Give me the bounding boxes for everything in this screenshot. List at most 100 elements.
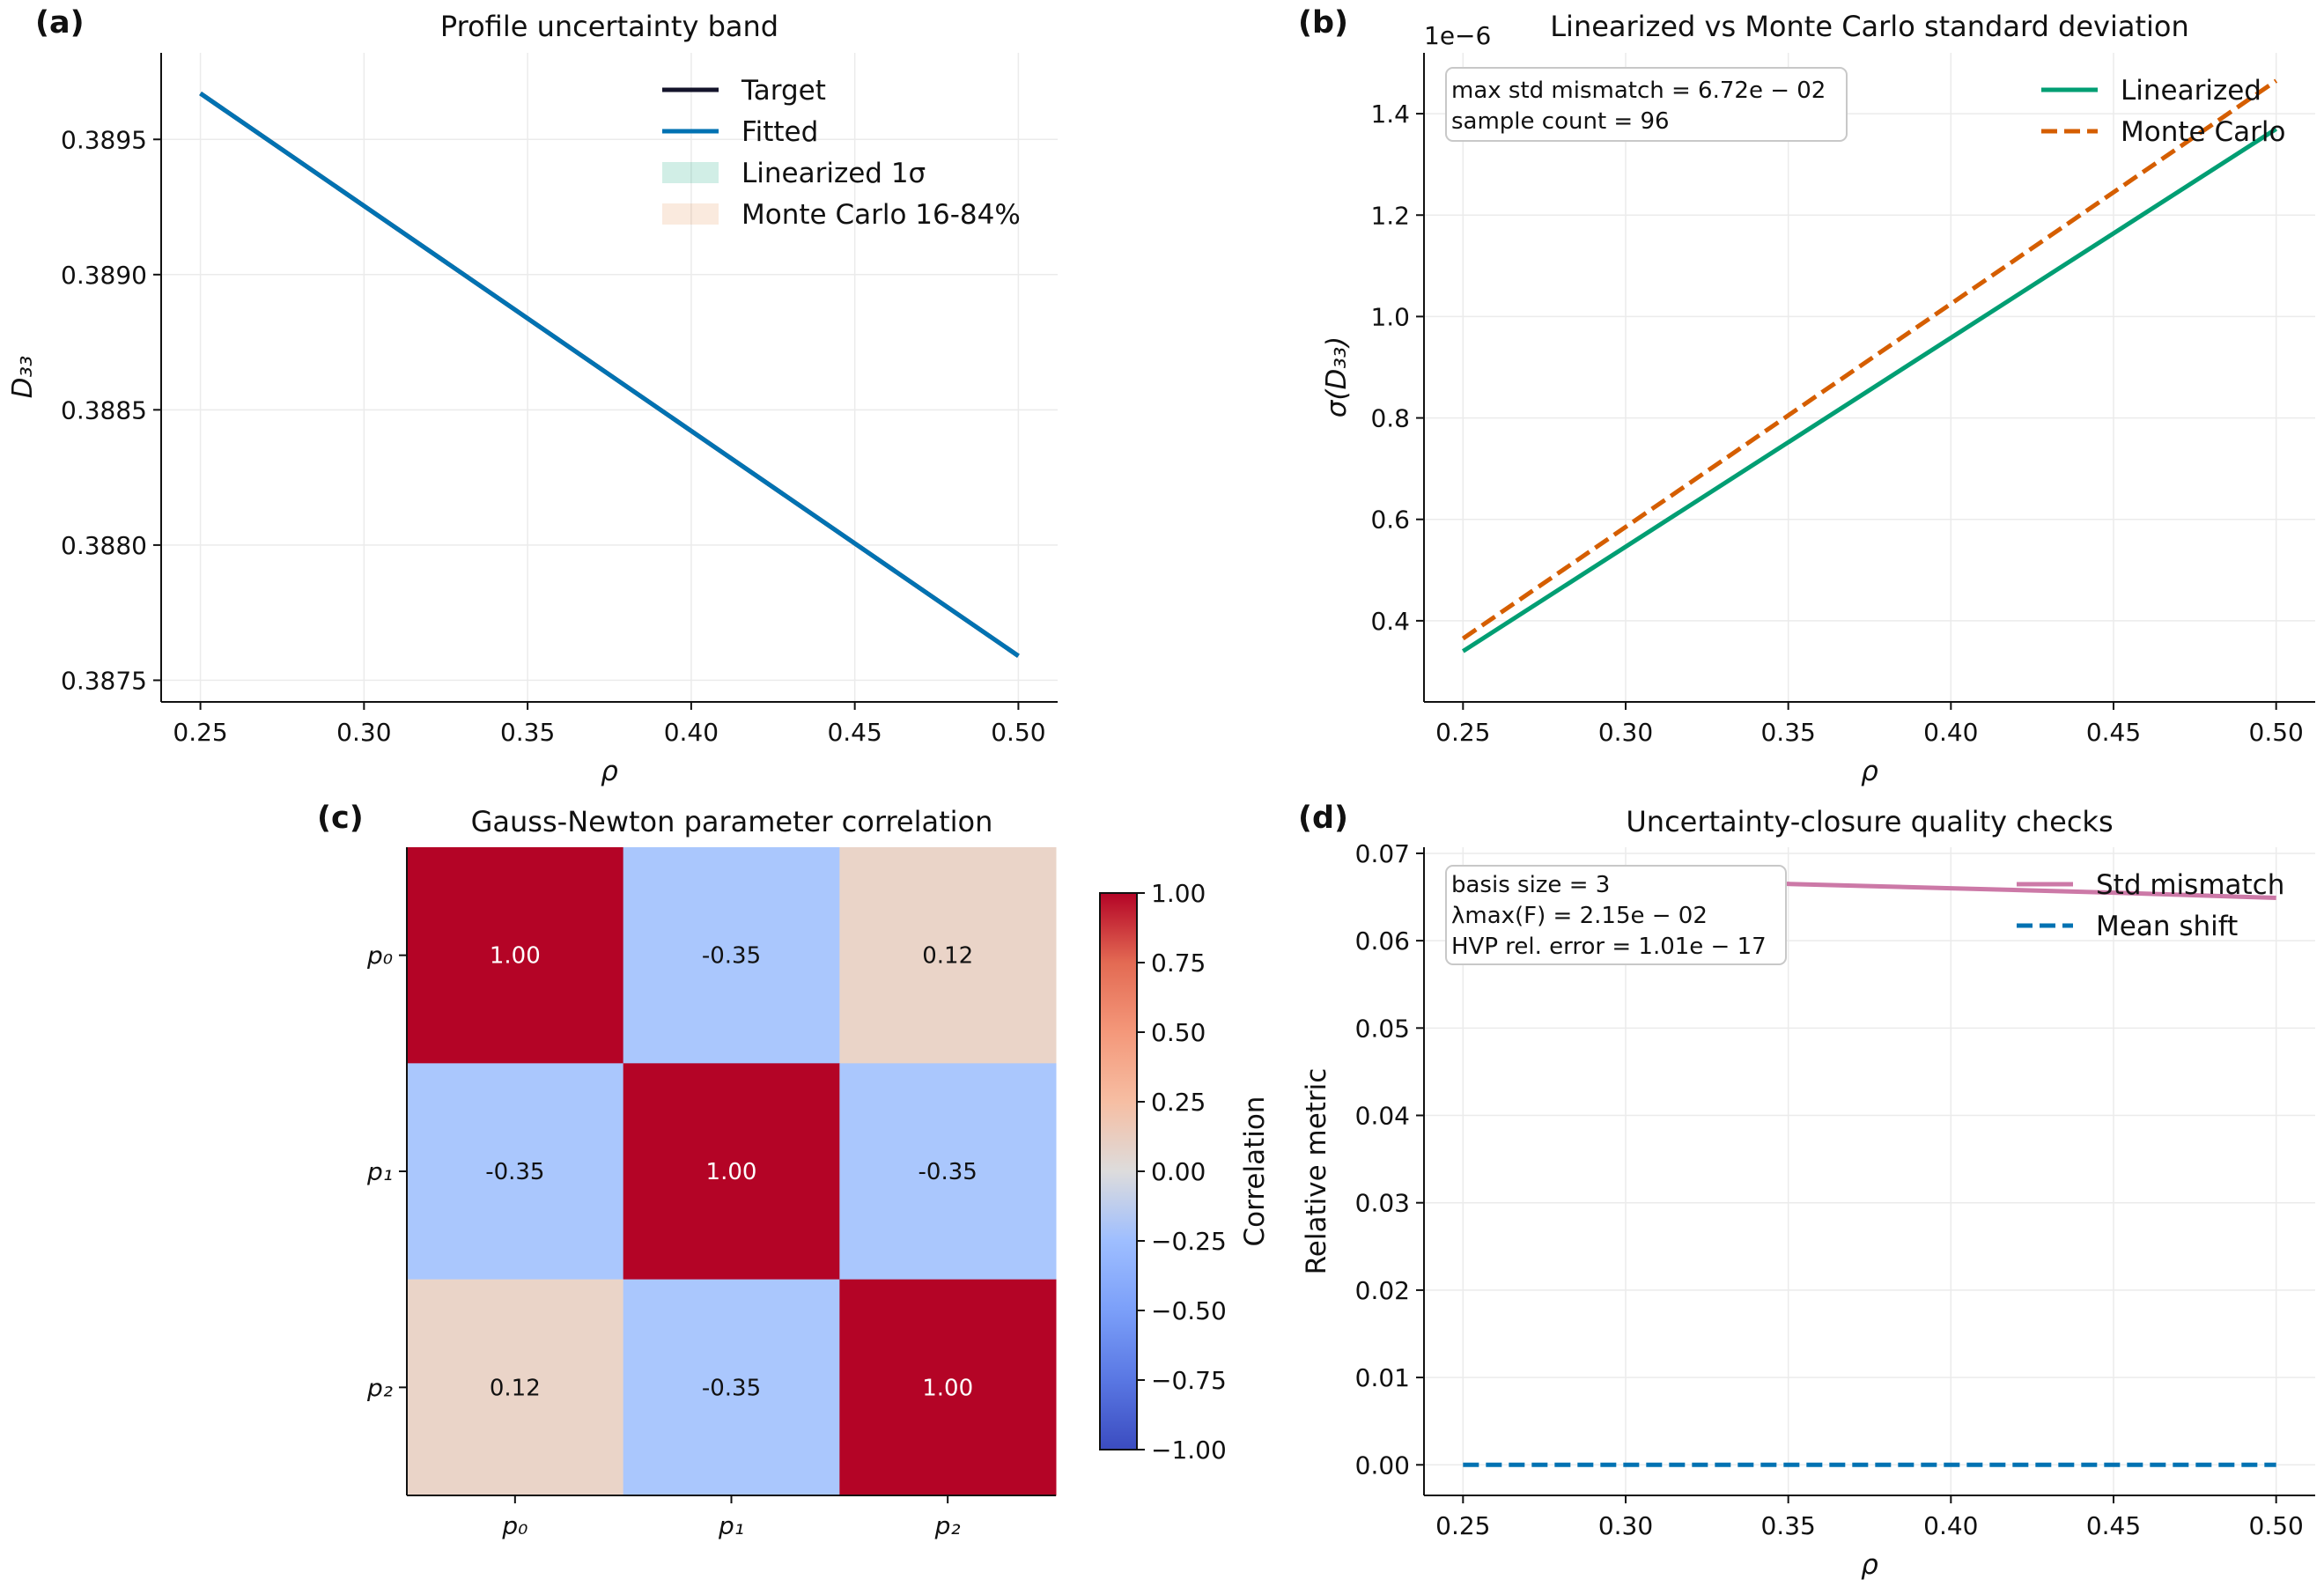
colorbar-tick-label: 1.00 xyxy=(1151,879,1206,908)
colorbar-tick-label: −0.25 xyxy=(1151,1227,1227,1256)
panel-a-x-label: ρ xyxy=(601,756,618,787)
panel-b-letter: (b) xyxy=(1298,5,1348,41)
legend-swatch-monte-carlo-band xyxy=(662,203,719,225)
y-tick-label: 0.4 xyxy=(1370,607,1410,636)
legend-label-target: Target xyxy=(741,75,826,107)
y-tick-label: 0.02 xyxy=(1355,1276,1410,1305)
panel-c-tick-labels: p₀ p₁ p₂ p₀ p₁ p₂ xyxy=(366,941,961,1540)
colorbar-tick-label: −1.00 xyxy=(1151,1436,1227,1465)
panel-d-x-ticks: 0.25 0.30 0.35 0.40 0.45 0.50 xyxy=(1435,1495,2304,1540)
colorbar-tick-label: −0.75 xyxy=(1151,1366,1227,1395)
colorbar-tick-label: −0.50 xyxy=(1151,1296,1227,1325)
x-tick-label: 0.30 xyxy=(336,718,391,747)
y-tick-label: 0.00 xyxy=(1355,1450,1410,1480)
series-linearized-line xyxy=(1461,127,2278,653)
col-tick-label: p₀ xyxy=(501,1511,528,1540)
panel-c-colorbar xyxy=(1099,892,1138,1450)
col-tick-label: p₁ xyxy=(718,1511,744,1540)
x-tick-label: 0.35 xyxy=(1760,718,1815,747)
heatmap-cell-value: 0.12 xyxy=(922,943,973,970)
panel-a-grid xyxy=(161,53,1058,702)
x-tick-label: 0.25 xyxy=(1435,1511,1490,1540)
panel-c-colorbar-ticks: 1.00 0.75 0.50 0.25 0.00 −0.25 −0.50 −0.75 −1.00 xyxy=(1137,879,1227,1465)
colorbar-tick-label: 0.25 xyxy=(1151,1088,1206,1117)
x-tick-label: 0.50 xyxy=(2249,718,2304,747)
panel-b-y-label: σ(D₃₃) xyxy=(1321,336,1353,418)
panel-d-annotation-line-1: basis size = 3 xyxy=(1451,872,1610,898)
heatmap-cell-value: 1.00 xyxy=(922,1375,973,1401)
row-tick-label: p₂ xyxy=(366,1373,393,1402)
panel-b-x-ticks: 0.25 0.30 0.35 0.40 0.45 0.50 xyxy=(1435,702,2304,747)
panel-d: 0.25 0.30 0.35 0.40 0.45 0.50 0.000.010.020.0… xyxy=(1298,801,2315,1581)
panel-a-lines xyxy=(199,92,1020,658)
y-tick-label: 0.06 xyxy=(1355,926,1410,956)
y-tick-label: 1.4 xyxy=(1370,100,1410,129)
heatmap-cell-value: -0.35 xyxy=(702,1375,761,1401)
y-tick-label: 0.03 xyxy=(1355,1189,1410,1218)
legend-label-linearized-band: Linearized 1σ xyxy=(741,158,926,189)
y-tick-label: 0.01 xyxy=(1355,1363,1410,1392)
panel-c-title: Gauss-Newton parameter correlation xyxy=(471,805,993,838)
legend-label-linearized: Linearized xyxy=(2121,75,2261,107)
colorbar-tick-label: 0.00 xyxy=(1151,1157,1206,1186)
y-tick-label: 0.3885 xyxy=(61,395,147,424)
row-tick-label: p₁ xyxy=(366,1157,393,1186)
panel-d-annotation-line-3: HVP rel. error = 1.01e − 17 xyxy=(1451,934,1767,960)
heatmap-cell-value: -0.35 xyxy=(702,943,761,970)
panel-d-annotation-box xyxy=(1445,865,1787,965)
panel-a-y-ticks: 0.3875 0.3880 0.3885 0.3890 0.3895 xyxy=(61,125,161,695)
y-tick-label: 1.0 xyxy=(1370,302,1410,331)
heatmap-cell-value: -0.35 xyxy=(919,1159,978,1185)
panel-d-legend: Std mismatch Mean shift xyxy=(2017,869,2284,942)
panel-a-legend: Target Fitted Linearized 1σ Monte Carlo … xyxy=(662,75,1021,231)
panel-a-y-label: D₃₃ xyxy=(7,356,39,399)
panel-b-annotation-line-2: sample count = 96 xyxy=(1451,108,1670,135)
heatmap-cell xyxy=(839,1279,1057,1496)
panel-b-offset-text: 1e−6 xyxy=(1424,21,1491,50)
x-tick-label: 0.40 xyxy=(1923,1511,1978,1540)
x-tick-label: 0.45 xyxy=(2086,1511,2141,1540)
heatmap-cell-value: 1.00 xyxy=(706,1159,757,1185)
y-tick-label: 0.3880 xyxy=(61,531,147,560)
x-tick-label: 0.45 xyxy=(827,718,882,747)
x-tick-label: 0.30 xyxy=(1598,1511,1653,1540)
legend-label-monte-carlo: Monte Carlo xyxy=(2121,116,2285,148)
y-tick-label: 0.04 xyxy=(1355,1102,1410,1131)
y-tick-label: 1.2 xyxy=(1370,201,1410,230)
panel-b: 0.25 0.30 0.35 0.40 0.45 0.50 0.4 0.6 0.8 1.0 1.2… xyxy=(1298,5,2315,787)
panel-d-y-ticks: 0.00 0.01 0.02 0.03 0.04 0.05 0.06 0.07 xyxy=(1355,839,1424,1480)
panel-a: 0.25 0.30 0.35 0.40 0.45 0.50 0.38750.38800.3… xyxy=(7,5,1058,787)
panel-c-letter: (c) xyxy=(317,801,364,836)
panel-d-annotation-line-2: λmax(F) = 2.15e − 02 xyxy=(1451,903,1708,929)
colorbar-tick-label: 0.75 xyxy=(1151,949,1206,978)
x-tick-label: 0.50 xyxy=(991,718,1045,747)
heatmap-cell xyxy=(839,1063,1057,1281)
x-tick-label: 0.40 xyxy=(1923,718,1978,747)
panel-b-lines xyxy=(1461,78,2278,653)
panel-d-y-label: Relative metric xyxy=(1301,1068,1332,1275)
panel-b-annotation-box xyxy=(1445,67,1848,142)
legend-label-mean-shift: Mean shift xyxy=(2096,911,2238,942)
x-tick-label: 0.35 xyxy=(500,718,555,747)
heatmap-cell xyxy=(623,1279,840,1496)
col-tick-label: p₂ xyxy=(934,1511,961,1540)
y-tick-label: 0.8 xyxy=(1370,404,1410,433)
y-tick-label: 0.3875 xyxy=(61,666,147,695)
y-tick-label: 0.07 xyxy=(1355,839,1410,868)
x-tick-label: 0.50 xyxy=(2249,1511,2304,1540)
x-tick-label: 0.25 xyxy=(1435,718,1490,747)
heatmap-cell xyxy=(623,847,840,1064)
legend-label-monte-carlo-band: Monte Carlo 16-84% xyxy=(741,199,1021,231)
panel-d-annotation: basis size = 3 λmax(F) = 2.15e − 02 HVP … xyxy=(1445,865,1787,965)
series-monte-carlo-line xyxy=(1461,78,2278,641)
heatmap-cell-value: -0.35 xyxy=(485,1159,544,1185)
heatmap-cell xyxy=(407,847,624,1064)
legend-label-std-mismatch: Std mismatch xyxy=(2096,869,2284,901)
heatmap-cell xyxy=(839,847,1057,1064)
heatmap-cell xyxy=(407,1279,624,1496)
panel-b-grid xyxy=(1424,53,2315,702)
x-tick-label: 0.45 xyxy=(2086,718,2141,747)
panel-a-letter: (a) xyxy=(35,5,85,41)
panel-b-annotation-line-1: max std mismatch = 6.72e − 02 xyxy=(1451,78,1826,104)
